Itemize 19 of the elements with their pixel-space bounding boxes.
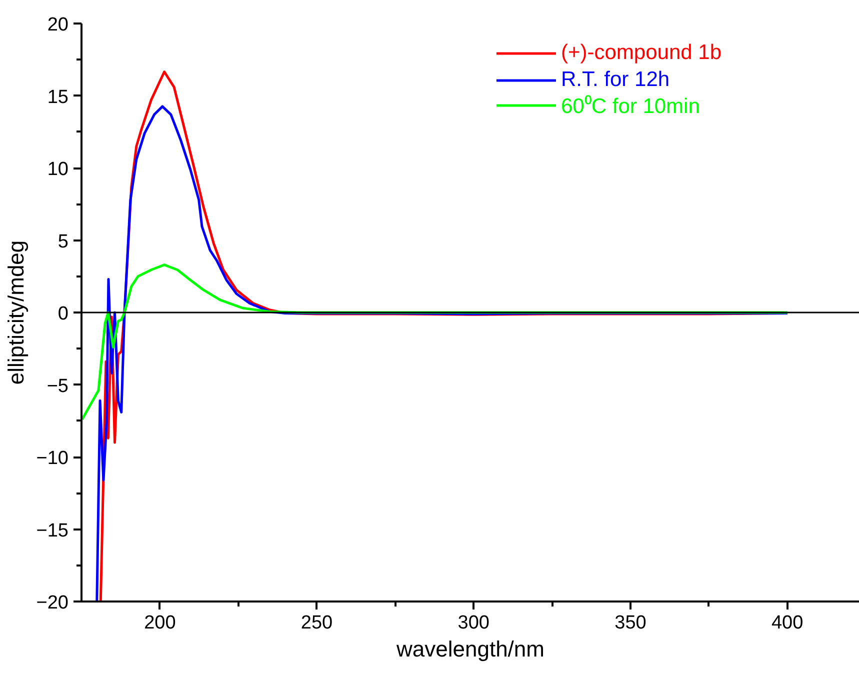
- y-tick-label: −20: [36, 592, 69, 614]
- x-tick-label: 350: [614, 612, 646, 634]
- y-tick-label: 0: [58, 304, 69, 324]
- y-tick-label: −5: [46, 376, 69, 397]
- legend-label: 60⁰C for 10min: [561, 94, 700, 119]
- y-tick-label: 15: [47, 86, 69, 108]
- y-tick-label: −10: [36, 448, 69, 469]
- x-axis-title: wavelength/nm: [396, 636, 544, 662]
- y-axis-title: ellipticity/mdeg: [3, 240, 28, 385]
- x-tick-label: 300: [458, 612, 490, 634]
- x-tick-label: 400: [771, 612, 804, 634]
- x-tick-label: 200: [144, 612, 176, 634]
- y-tick-label: 5: [58, 231, 69, 252]
- y-tick-label: 20: [47, 14, 69, 36]
- legend-label: R.T. for 12h: [561, 68, 670, 92]
- y-tick-label: −15: [36, 520, 69, 542]
- y-tick-label: 10: [47, 159, 69, 180]
- x-tick-label: 250: [300, 612, 333, 634]
- legend-label: (+)-compound 1b: [561, 41, 722, 65]
